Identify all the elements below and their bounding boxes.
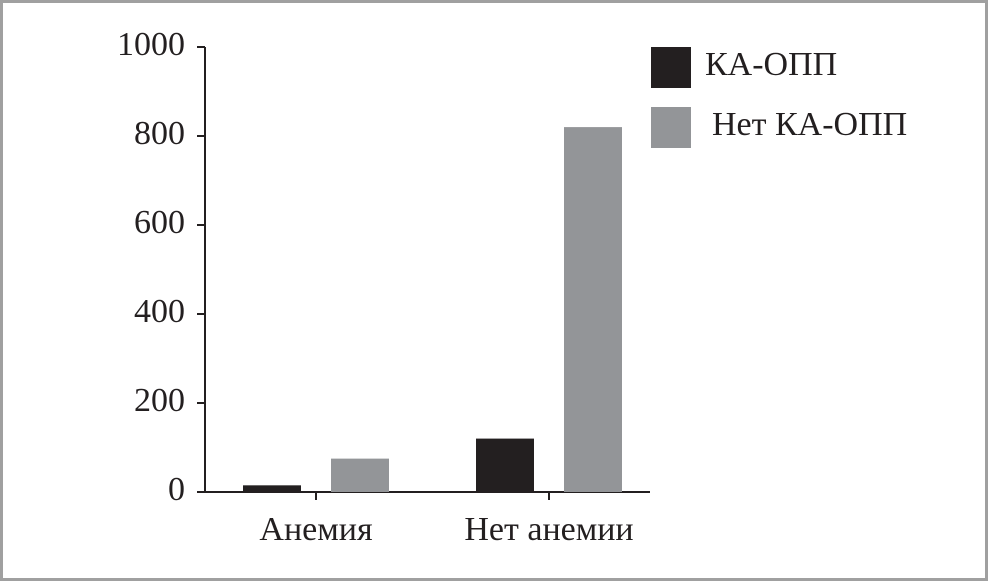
- y-tick-label: 800: [134, 115, 185, 152]
- y-tick-label: 600: [134, 204, 185, 241]
- x-tick-label: Нет анемии: [464, 511, 633, 548]
- legend-swatch: [651, 47, 691, 88]
- legend-swatch: [651, 107, 691, 148]
- y-tick-label: 0: [168, 471, 185, 508]
- legend-label: КА-ОПП: [705, 46, 837, 83]
- bar: [476, 438, 534, 492]
- legend-label: Нет КА-ОПП: [712, 106, 907, 143]
- y-tick-label: 400: [134, 293, 185, 330]
- y-tick-label: 1000: [117, 26, 185, 63]
- bar: [331, 458, 389, 492]
- y-tick-label: 200: [134, 382, 185, 419]
- bar: [243, 485, 301, 492]
- bar: [564, 127, 622, 492]
- x-tick-label: Анемия: [259, 511, 373, 548]
